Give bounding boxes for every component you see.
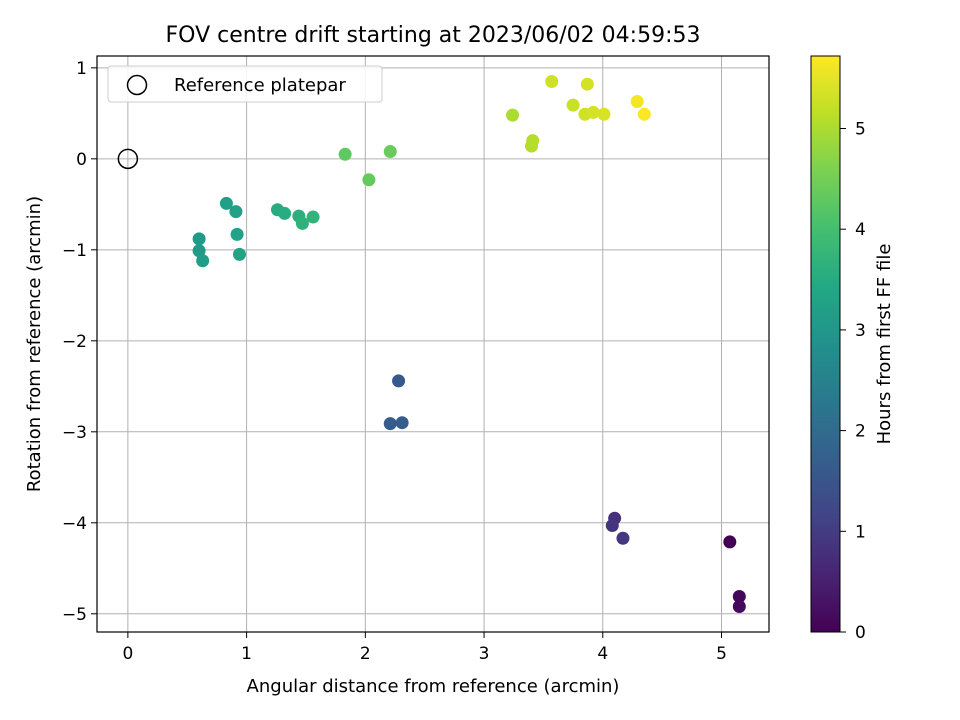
data-point <box>545 74 559 88</box>
data-point <box>506 108 520 122</box>
legend-box <box>107 65 383 103</box>
y-tick-label: −1 <box>62 241 87 261</box>
x-tick-label: 0 <box>122 644 133 664</box>
x-tick-label: 1 <box>241 644 252 664</box>
colorbar-tick-label: 0 <box>855 623 866 643</box>
data-point <box>723 535 737 549</box>
data-point <box>219 196 233 210</box>
colorbar-tick-label: 2 <box>855 422 866 442</box>
reference-platepar-marker <box>117 148 139 170</box>
data-point <box>566 98 580 112</box>
x-tick-label: 4 <box>597 644 608 664</box>
data-point <box>586 105 600 119</box>
data-point <box>732 590 746 604</box>
data-point <box>580 77 594 91</box>
grid <box>97 56 769 632</box>
data-point <box>338 147 352 161</box>
y-tick-label: −4 <box>62 514 87 534</box>
y-axis-label: Rotation from reference (arcmin) <box>24 196 45 492</box>
data-point <box>630 94 644 108</box>
colorbar-gradient <box>810 55 841 633</box>
axes: 0 1 2 3 4 5 −5 −4 −3 −2 −1 0 1 <box>62 59 727 664</box>
x-axis-label: Angular distance from reference (arcmin) <box>247 676 620 697</box>
colorbar-tick-label: 1 <box>855 522 866 542</box>
data-point <box>232 247 246 261</box>
data-point <box>196 254 210 268</box>
x-tick-label: 3 <box>479 644 490 664</box>
colorbar-tick-label: 3 <box>855 321 866 341</box>
data-point <box>306 210 320 224</box>
data-point <box>616 531 630 545</box>
plot-frame <box>96 55 770 633</box>
y-tick-label: −5 <box>62 605 87 625</box>
data-point <box>383 145 397 159</box>
y-tick-label: −2 <box>62 332 87 352</box>
data-point <box>192 244 206 258</box>
data-point <box>192 232 206 246</box>
data-point <box>229 205 243 219</box>
legend: Reference platepar <box>107 65 383 103</box>
data-point <box>395 416 409 430</box>
colorbar-ticks: 0 1 2 3 4 5 <box>840 120 866 643</box>
data-point <box>732 600 746 614</box>
data-point <box>526 134 540 148</box>
data-point <box>597 107 611 121</box>
y-tick-label: 0 <box>76 150 87 170</box>
x-tick-label: 2 <box>360 644 371 664</box>
data-point <box>383 417 397 431</box>
y-tick-label: −3 <box>62 423 87 443</box>
data-point <box>637 107 651 121</box>
data-point <box>278 206 292 220</box>
chart-title: FOV centre drift starting at 2023/06/02 … <box>166 23 701 48</box>
colorbar-tick-label: 4 <box>855 220 866 240</box>
data-point <box>362 173 376 187</box>
scatter-points <box>117 74 746 614</box>
colorbar-tick-label: 5 <box>855 120 866 140</box>
data-point <box>605 519 619 533</box>
x-tick-label: 5 <box>716 644 727 664</box>
data-point <box>295 216 309 230</box>
colorbar-label: Hours from first FF file <box>874 244 895 445</box>
y-tick-label: 1 <box>76 59 87 79</box>
legend-label: Reference platepar <box>174 75 346 96</box>
data-point <box>230 227 244 241</box>
colorbar: 0 1 2 3 4 5 Hours from first FF file <box>810 55 895 643</box>
data-point <box>392 374 406 388</box>
legend-marker-reference-icon <box>126 74 148 96</box>
